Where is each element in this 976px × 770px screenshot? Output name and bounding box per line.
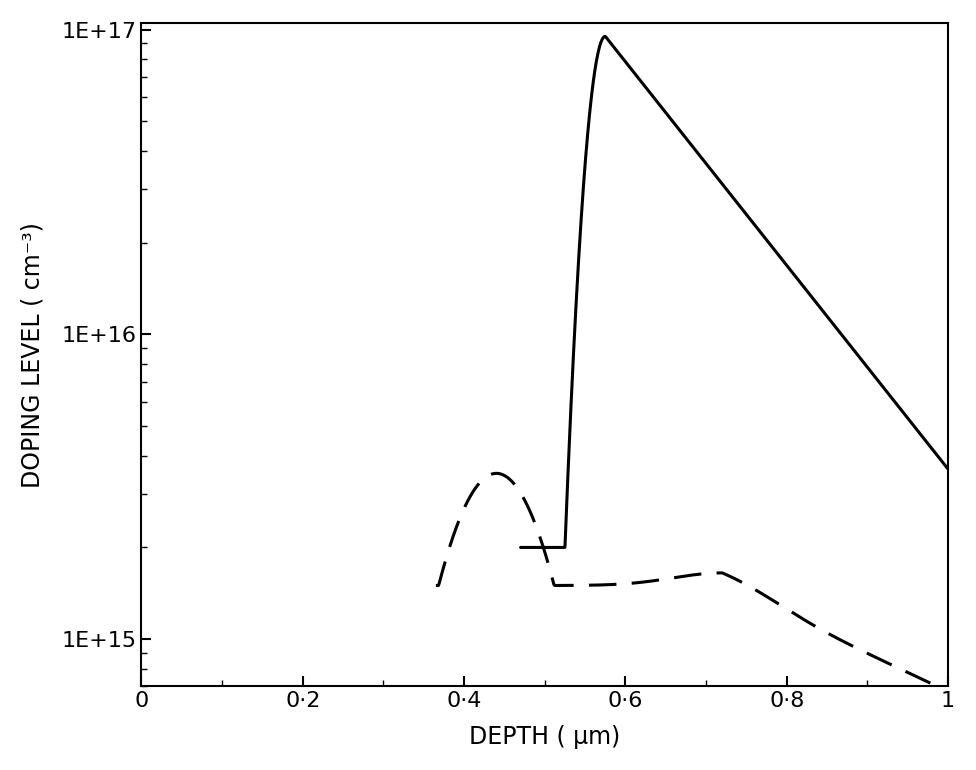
X-axis label: DEPTH ( μm): DEPTH ( μm) bbox=[469, 725, 621, 749]
Y-axis label: DOPING LEVEL ( cm⁻³): DOPING LEVEL ( cm⁻³) bbox=[20, 222, 45, 487]
